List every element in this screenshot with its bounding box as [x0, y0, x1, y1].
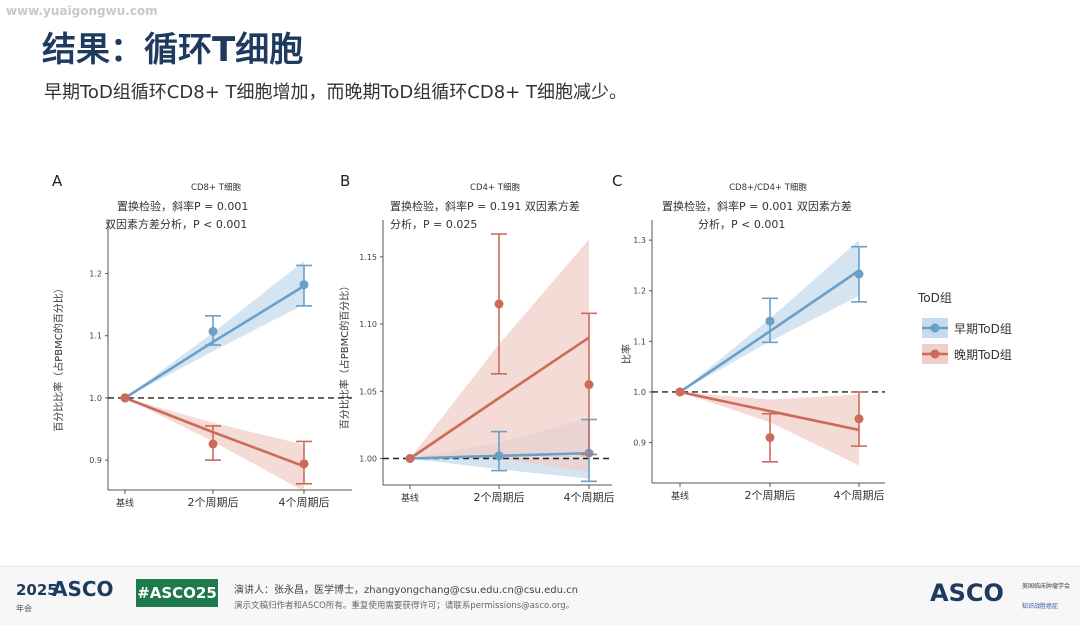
data-point-late [299, 459, 309, 469]
y-tick-label: 1.1 [633, 337, 646, 346]
stat-annotation: 分析，P = 0.025 [390, 217, 477, 231]
panel-title: CD4+ T细胞 [470, 182, 520, 193]
stat-annotation: 置换检验，斜率P = 0.001 [117, 199, 248, 213]
legend-label-early: 早期ToD组 [954, 322, 1012, 336]
fit-line-late [124, 396, 305, 468]
y-tick-label: 1.05 [359, 387, 377, 396]
x-tick-label: 基线 [401, 492, 419, 504]
legend-point-early [930, 323, 940, 333]
x-tick-label: 2个周期后 [474, 491, 525, 504]
y-tick-label: 1.1 [89, 332, 102, 341]
x-tick-label: 2个周期后 [188, 496, 239, 509]
presenter-line: 演讲人：张永昌，医学博士，zhangyongchang@csu.edu.cn@c… [234, 585, 578, 596]
stat-annotation: 置换检验，斜率P = 0.191 双因素方差 [390, 199, 580, 213]
data-point-late [584, 380, 594, 390]
data-point-late [120, 393, 130, 403]
copyright-line: 演示文稿归作者和ASCO所有。重复使用需要获得许可；请联系permissions… [234, 601, 575, 611]
y-tick-label: 1.0 [89, 394, 102, 403]
data-point-early [208, 326, 218, 336]
asco-logo: ASCO [930, 579, 1004, 607]
fit-line-late [409, 336, 590, 460]
asco-tagline: 知识战胜癌症 [1022, 603, 1059, 610]
confidence-band-late [680, 391, 859, 466]
data-point-late [854, 414, 864, 424]
y-tick-label: 1.3 [633, 236, 646, 245]
y-axis-label: 百分比比率（占PBMC的百分比） [52, 283, 65, 432]
x-tick-label: 4个周期后 [279, 496, 330, 509]
stat-annotation: 双因素方差分析，P < 0.001 [105, 217, 247, 231]
x-tick-label: 4个周期后 [834, 489, 885, 502]
data-point-late [765, 433, 775, 443]
y-tick-label: 1.2 [633, 287, 646, 296]
panel-letter: B [340, 172, 350, 190]
y-tick-label: 1.10 [359, 320, 377, 329]
asco-org-name: 美国临床肿瘤学会 [1022, 583, 1071, 590]
y-tick-label: 1.2 [89, 270, 102, 279]
footer: 2025 ASCO 年会 #ASCO25 演讲人：张永昌，医学博士，zhangy… [0, 566, 1080, 625]
panel-letter: A [52, 172, 63, 190]
y-axis-label: 百分比比率（占PBMC的百分比） [338, 281, 351, 430]
y-tick-label: 0.9 [89, 456, 102, 465]
footer-year: 2025 [16, 581, 58, 599]
panel-letter: C [612, 172, 622, 190]
panel-title: CD8+/CD4+ T细胞 [729, 182, 807, 193]
data-point-late [208, 439, 218, 449]
watermark: www.yuaigongwu.com [6, 4, 158, 18]
y-tick-label: 1.00 [359, 454, 377, 463]
x-tick-label: 基线 [116, 497, 134, 509]
y-axis-label: 比率 [620, 344, 633, 364]
hashtag-badge: #ASCO25 [136, 579, 218, 607]
data-point-late [675, 387, 685, 397]
y-tick-label: 0.9 [633, 439, 646, 448]
data-point-late [494, 299, 504, 309]
x-tick-label: 基线 [671, 490, 689, 502]
y-tick-label: 1.0 [633, 388, 646, 397]
data-point-late [405, 453, 415, 463]
x-tick-label: 2个周期后 [745, 489, 796, 502]
footer-year-sub: 年会 [16, 604, 32, 613]
page-title: 结果：循环T细胞 [42, 30, 304, 70]
legend-title: ToD组 [917, 291, 952, 305]
fit-line-early [124, 284, 305, 400]
stat-annotation: 分析，P < 0.001 [698, 217, 785, 231]
fit-line-late [679, 390, 860, 432]
data-point-early [765, 316, 775, 326]
data-point-early [854, 269, 864, 279]
page-subtitle: 早期ToD组循环CD8+ T细胞增加，而晚期ToD组循环CD8+ T细胞减少。 [44, 82, 627, 103]
footer-asco-logo: ASCO [52, 577, 114, 601]
stat-annotation: 置换检验，斜率P = 0.001 双因素方差 [662, 199, 852, 213]
y-tick-label: 1.15 [359, 253, 377, 262]
data-point-early [299, 280, 309, 290]
x-tick-label: 4个周期后 [564, 491, 615, 504]
confidence-band-late [125, 397, 304, 492]
legend-label-late: 晚期ToD组 [954, 348, 1012, 362]
panel-title: CD8+ T细胞 [191, 182, 241, 193]
legend-point-late [930, 349, 940, 359]
data-point-early [494, 451, 504, 461]
